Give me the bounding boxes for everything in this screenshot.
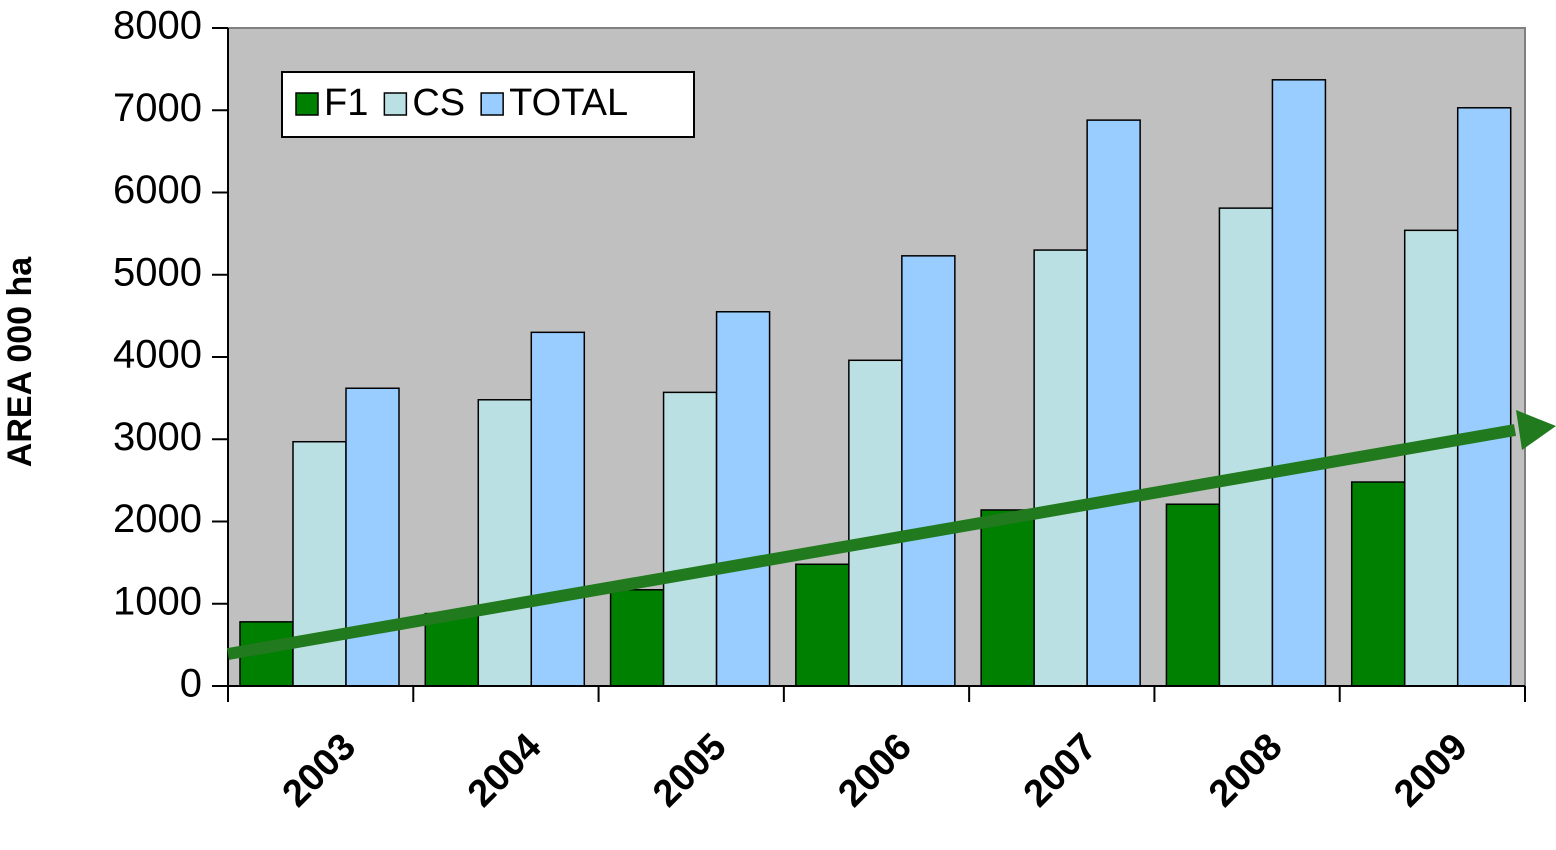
bar [1218,207,1274,687]
trend-line [226,424,1517,660]
y-tick-label: 4000 [113,333,202,377]
bar [424,612,480,687]
bar [292,440,347,687]
arrow-head [1516,410,1556,450]
bar [1456,107,1512,687]
legend: F1 CS TOTAL [281,71,695,138]
bar [980,509,1035,687]
bar [609,589,665,687]
legend-label: F1 [324,82,368,124]
bar [662,391,718,687]
legend-swatch [480,92,504,116]
legend-label: CS [412,82,465,124]
bar [1165,503,1221,687]
y-tick-label: 0 [180,662,202,706]
x-tick-label: 2003 [275,726,364,815]
bar [1271,79,1327,687]
x-tick-label: 2006 [830,726,919,815]
y-tick-label: 7000 [113,86,202,130]
bar [1350,481,1406,687]
trend-arrow [226,410,1556,660]
bar [530,331,586,687]
bar [795,563,850,687]
y-tick-label: 3000 [113,415,202,459]
bar [345,387,400,687]
y-tick-label: 5000 [113,250,202,294]
bar [1086,119,1141,687]
x-tick-label: 2009 [1386,726,1475,815]
x-tick-label: 2007 [1016,726,1105,815]
x-tick-label: 2008 [1201,726,1290,815]
bar [1403,229,1459,687]
bar [477,399,533,687]
y-tick-label: 2000 [113,497,202,541]
y-tick-label: 8000 [113,4,202,48]
bar [1033,249,1088,687]
legend-swatch [383,92,408,116]
y-axis-label: AREA 000 ha [1,256,39,467]
legend-box [281,71,695,138]
y-tick-label: 1000 [113,579,202,623]
legend-label: TOTAL [509,82,628,124]
y-tick-label: 6000 [113,168,202,212]
x-tick-label: 2004 [460,726,549,815]
legend-swatch [295,92,319,116]
bar [715,311,771,687]
x-tick-label: 2005 [645,726,734,815]
bar [848,359,903,687]
bar [901,255,956,687]
